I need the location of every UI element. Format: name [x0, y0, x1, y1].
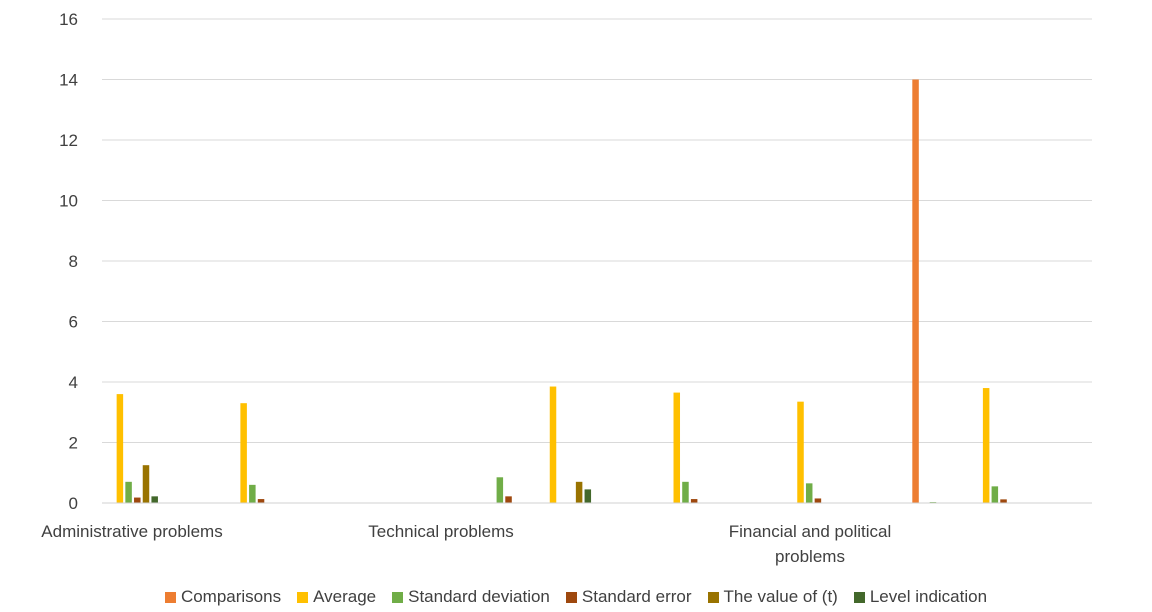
x-axis-category-labels: Administrative problems Technical problem…	[41, 522, 891, 566]
legend-swatch	[164, 591, 176, 603]
bar-average	[116, 394, 124, 503]
bar-standard-deviation	[991, 486, 999, 503]
category-label-line: Administrative problems	[41, 522, 222, 541]
bar-average	[673, 392, 681, 503]
bar-average	[982, 388, 990, 503]
bar-standard-deviation	[125, 481, 132, 503]
legend-swatch	[565, 591, 577, 603]
category-label-admin: Administrative problems	[41, 522, 222, 541]
bar-the-value-of-t	[142, 465, 150, 503]
legend-label: Standard error	[581, 587, 692, 606]
category-label-line: problems	[775, 547, 845, 566]
bars	[116, 79, 1007, 503]
y-tick-label: 2	[69, 434, 78, 453]
bar-standard-deviation	[249, 484, 256, 503]
legend-item: The value of (t)	[707, 587, 838, 607]
legend-swatch	[707, 591, 719, 603]
legend-label: Average	[313, 587, 377, 606]
bar-average	[549, 386, 557, 503]
bar-average	[797, 401, 804, 503]
y-tick-label: 14	[59, 71, 78, 90]
legend-swatch	[392, 591, 404, 603]
y-tick-label: 0	[69, 494, 78, 513]
bar-chart: 0 2 4 6 8 10 12 14 16 Administrative problems Tec…	[41, 10, 1092, 566]
bar-standard-error	[257, 499, 265, 503]
legend-item: Standard deviation	[392, 587, 550, 607]
legend-label: The value of (t)	[723, 587, 838, 606]
bar-the-value-of-t	[575, 481, 583, 503]
bar-level-indication	[151, 496, 158, 503]
y-tick-label: 6	[69, 313, 78, 332]
bar-comparisons	[912, 79, 919, 503]
bar-standard-deviation	[682, 481, 689, 503]
bar-standard-deviation	[496, 477, 504, 503]
legend-item: Standard error	[565, 587, 692, 607]
y-axis-tick-labels: 0 2 4 6 8 10 12 14 16	[59, 10, 78, 513]
legend-item: Comparisons	[164, 587, 282, 607]
y-tick-label: 4	[69, 373, 78, 392]
category-label-tech: Technical problems	[368, 522, 514, 541]
legend-swatch	[297, 591, 309, 603]
legend-label: Standard deviation	[408, 587, 550, 606]
legend-swatch	[853, 591, 865, 603]
category-label-fin: Financial and political problems	[729, 522, 892, 566]
y-tick-label: 10	[59, 192, 78, 211]
legend-item: Average	[297, 587, 376, 607]
bar-standard-error	[1000, 499, 1007, 503]
y-tick-label: 16	[59, 10, 78, 29]
category-label-line: Financial and political	[729, 522, 892, 541]
legend-item: Level indication	[853, 587, 988, 607]
bar-standard-error	[814, 498, 822, 503]
legend-label: Comparisons	[180, 587, 282, 606]
gridlines	[102, 18, 1092, 443]
y-tick-label: 12	[59, 131, 78, 150]
legend-label: Level indication	[869, 587, 988, 606]
y-tick-label: 8	[69, 252, 78, 271]
bar-standard-error	[134, 497, 141, 503]
category-label-line: Technical problems	[368, 522, 514, 541]
bar-average	[240, 403, 247, 503]
chart-legend: Comparisons Average Standard deviation Stan…	[0, 584, 1152, 610]
bar-standard-error	[505, 496, 512, 503]
bar-standard-error	[690, 499, 698, 503]
bar-level-indication	[584, 489, 592, 503]
bar-standard-deviation	[805, 483, 813, 503]
